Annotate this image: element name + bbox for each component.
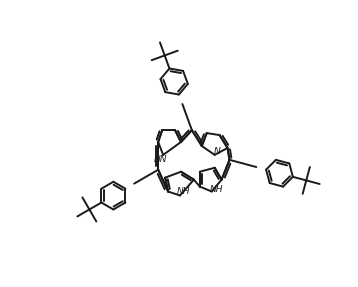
Text: NH: NH	[177, 187, 191, 196]
Text: N: N	[214, 148, 221, 156]
Text: NH: NH	[210, 185, 223, 194]
Text: HN: HN	[154, 155, 167, 164]
